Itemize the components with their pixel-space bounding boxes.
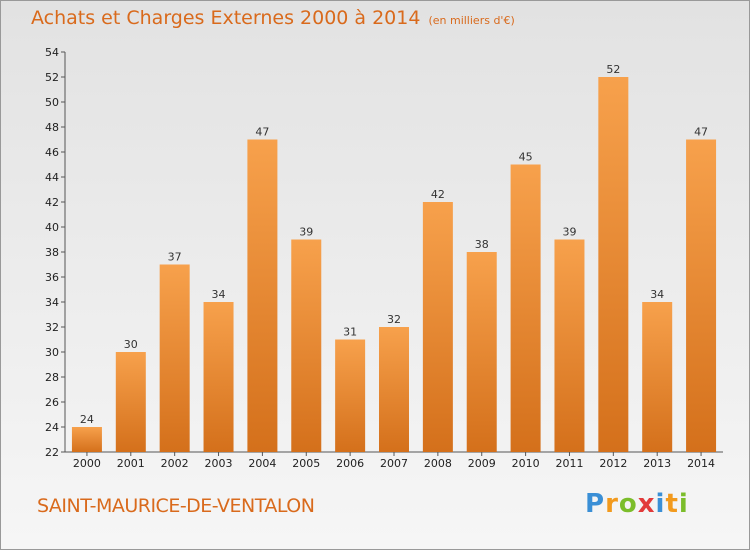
bar bbox=[159, 264, 190, 452]
proxiti-logo[interactable]: Proxiti bbox=[585, 489, 689, 519]
bar bbox=[247, 139, 278, 452]
bar bbox=[598, 77, 629, 452]
data-label: 47 bbox=[694, 126, 708, 139]
bar bbox=[379, 327, 409, 452]
bar bbox=[466, 252, 497, 452]
x-tick-label: 2001 bbox=[117, 457, 145, 470]
data-label: 38 bbox=[475, 238, 489, 251]
title-row: Achats et Charges Externes 2000 à 2014 (e… bbox=[31, 7, 515, 29]
bar bbox=[510, 164, 541, 452]
x-tick-label: 2008 bbox=[424, 457, 452, 470]
bar bbox=[71, 427, 102, 452]
y-tick-label: 48 bbox=[45, 121, 59, 134]
data-label: 34 bbox=[650, 288, 664, 301]
bars bbox=[71, 77, 717, 452]
x-tick-label: 2009 bbox=[468, 457, 496, 470]
data-label: 24 bbox=[80, 413, 94, 426]
chart-title: Achats et Charges Externes 2000 à 2014 bbox=[31, 7, 421, 29]
data-label: 45 bbox=[519, 151, 533, 164]
data-label: 42 bbox=[431, 188, 445, 201]
data-label: 34 bbox=[212, 288, 226, 301]
logo-letter: P bbox=[585, 489, 606, 519]
y-tick-label: 40 bbox=[45, 221, 59, 234]
bar bbox=[554, 239, 585, 452]
logo-letter: i bbox=[655, 489, 666, 519]
bar bbox=[686, 139, 717, 452]
y-tick-label: 28 bbox=[45, 371, 59, 384]
data-label: 32 bbox=[387, 313, 401, 326]
data-label: 37 bbox=[168, 251, 182, 264]
x-tick-label: 2002 bbox=[161, 457, 189, 470]
data-label: 39 bbox=[562, 226, 576, 239]
x-tick-label: 2000 bbox=[73, 457, 101, 470]
bar bbox=[642, 302, 673, 452]
data-label: 47 bbox=[255, 126, 269, 139]
logo-letter: o bbox=[618, 489, 638, 519]
bar bbox=[115, 352, 146, 452]
y-tick-label: 44 bbox=[45, 171, 59, 184]
y-tick-label: 24 bbox=[45, 421, 59, 434]
bar bbox=[422, 202, 453, 452]
x-tick-label: 2004 bbox=[248, 457, 276, 470]
y-tick-label: 22 bbox=[45, 446, 59, 459]
bar bbox=[203, 302, 234, 452]
y-tick-label: 54 bbox=[45, 46, 59, 59]
x-tick-label: 2010 bbox=[512, 457, 540, 470]
x-tick-label: 2006 bbox=[336, 457, 364, 470]
logo-letter: x bbox=[637, 489, 656, 519]
y-tick-label: 46 bbox=[45, 146, 59, 159]
logo-letter: i bbox=[678, 489, 689, 519]
data-label: 39 bbox=[299, 226, 313, 239]
y-tick-label: 26 bbox=[45, 396, 59, 409]
y-tick-label: 50 bbox=[45, 96, 59, 109]
x-tick-label: 2013 bbox=[643, 457, 671, 470]
bar bbox=[291, 239, 322, 452]
x-tick-label: 2003 bbox=[205, 457, 233, 470]
y-tick-label: 36 bbox=[45, 271, 59, 284]
x-tick-label: 2005 bbox=[292, 457, 320, 470]
bar bbox=[335, 339, 366, 452]
x-tick-label: 2007 bbox=[380, 457, 408, 470]
data-label: 31 bbox=[343, 326, 357, 339]
x-tick-label: 2012 bbox=[599, 457, 627, 470]
y-tick-label: 52 bbox=[45, 71, 59, 84]
y-tick-label: 32 bbox=[45, 321, 59, 334]
commune-name: SAINT-MAURICE-DE-VENTALON bbox=[37, 495, 315, 517]
logo-letter: t bbox=[665, 489, 679, 519]
labels: 22 24 26 28 30 32 34 36 38 40 42 44 46 48 50 52 54 2000 24… bbox=[45, 46, 715, 470]
chart-subtitle: (en milliers d'€) bbox=[428, 14, 515, 27]
y-tick-label: 42 bbox=[45, 196, 59, 209]
data-label: 52 bbox=[606, 63, 620, 76]
x-tick-label: 2011 bbox=[555, 457, 583, 470]
data-label: 30 bbox=[124, 338, 138, 351]
logo-letter: r bbox=[605, 489, 619, 519]
y-tick-label: 34 bbox=[45, 296, 59, 309]
x-tick-label: 2014 bbox=[687, 457, 715, 470]
y-tick-label: 30 bbox=[45, 346, 59, 359]
y-tick-label: 38 bbox=[45, 246, 59, 259]
